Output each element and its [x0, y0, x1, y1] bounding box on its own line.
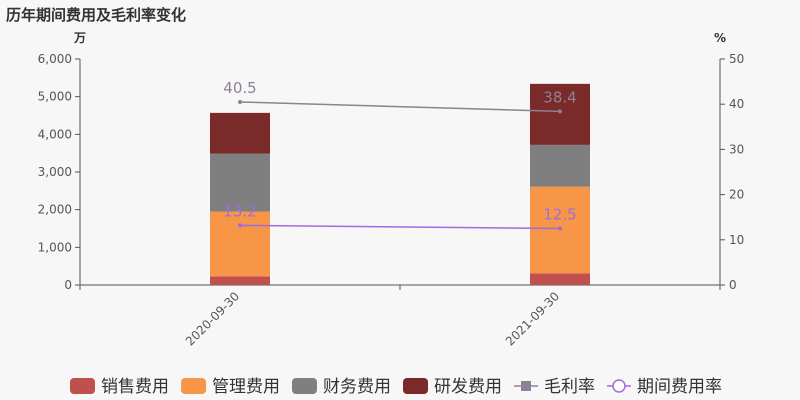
y-right-tick-label: 50: [729, 52, 744, 66]
chart-title: 历年期间费用及毛利率变化: [6, 6, 187, 24]
x-tick-label: 2021-09-30: [503, 289, 562, 348]
legend-label[interactable]: 期间费用率: [637, 377, 722, 397]
line-point[interactable]: [558, 109, 562, 114]
y-right-tick-label: 0: [729, 278, 737, 292]
line-series-path: [239, 224, 561, 230]
line-series-path: [239, 101, 561, 113]
legend-label[interactable]: 销售费用: [101, 377, 169, 397]
bar-segment[interactable]: [530, 273, 590, 285]
bar-segment[interactable]: [530, 83, 590, 145]
line-point[interactable]: [558, 226, 562, 231]
y-left-tick-label: 4,000: [38, 127, 72, 141]
y-left-tick-label: 3,000: [38, 165, 72, 179]
legend-label[interactable]: 管理费用: [212, 377, 280, 397]
axes: 0 1,000 2,000 3,000 4,000 5,000 6,000 0 10 20 30 40…: [38, 31, 745, 348]
data-label: 40.5: [223, 79, 256, 97]
y-left-tick-label: 2,000: [38, 203, 72, 217]
legend-label[interactable]: 研发费用: [434, 377, 502, 397]
line-point[interactable]: [238, 99, 242, 104]
legend-swatch[interactable]: [70, 378, 95, 394]
y-right-unit-label: %: [714, 31, 726, 45]
bar-segment[interactable]: [210, 211, 270, 277]
bar-segment[interactable]: [210, 112, 270, 154]
line-series: 40.5 38.4 13.2 12.5: [223, 79, 577, 231]
legend: 销售费用 管理费用 财务费用 研发费用 毛利率 期间费用率: [70, 377, 722, 397]
line-point[interactable]: [238, 223, 242, 228]
y-right-tick-label: 40: [729, 97, 744, 111]
bar-segment[interactable]: [210, 276, 270, 285]
legend-swatch[interactable]: [292, 378, 317, 394]
y-right-tick-label: 20: [729, 188, 744, 202]
legend-label[interactable]: 财务费用: [323, 377, 391, 397]
y-left-unit-label: 万: [73, 31, 86, 45]
legend-swatch[interactable]: [181, 378, 206, 394]
y-left-tick-label: 6,000: [38, 52, 72, 66]
legend-square-marker[interactable]: [521, 381, 531, 391]
y-left-tick-label: 5,000: [38, 90, 72, 104]
y-right-tick-label: 10: [729, 233, 744, 247]
data-label: 13.2: [223, 202, 256, 220]
y-left-tick-label: 0: [64, 278, 72, 292]
data-label: 38.4: [543, 88, 576, 106]
y-left-tick-label: 1,000: [38, 240, 72, 254]
bar-segment[interactable]: [530, 144, 590, 187]
data-label: 12.5: [543, 206, 576, 224]
legend-label[interactable]: 毛利率: [544, 377, 595, 397]
x-tick-label: 2020-09-30: [183, 289, 242, 348]
legend-swatch[interactable]: [403, 378, 428, 394]
y-right-tick-label: 30: [729, 142, 744, 156]
bar-segment[interactable]: [210, 153, 270, 212]
legend-circle-marker[interactable]: [612, 379, 626, 393]
bar-series: [210, 83, 590, 285]
